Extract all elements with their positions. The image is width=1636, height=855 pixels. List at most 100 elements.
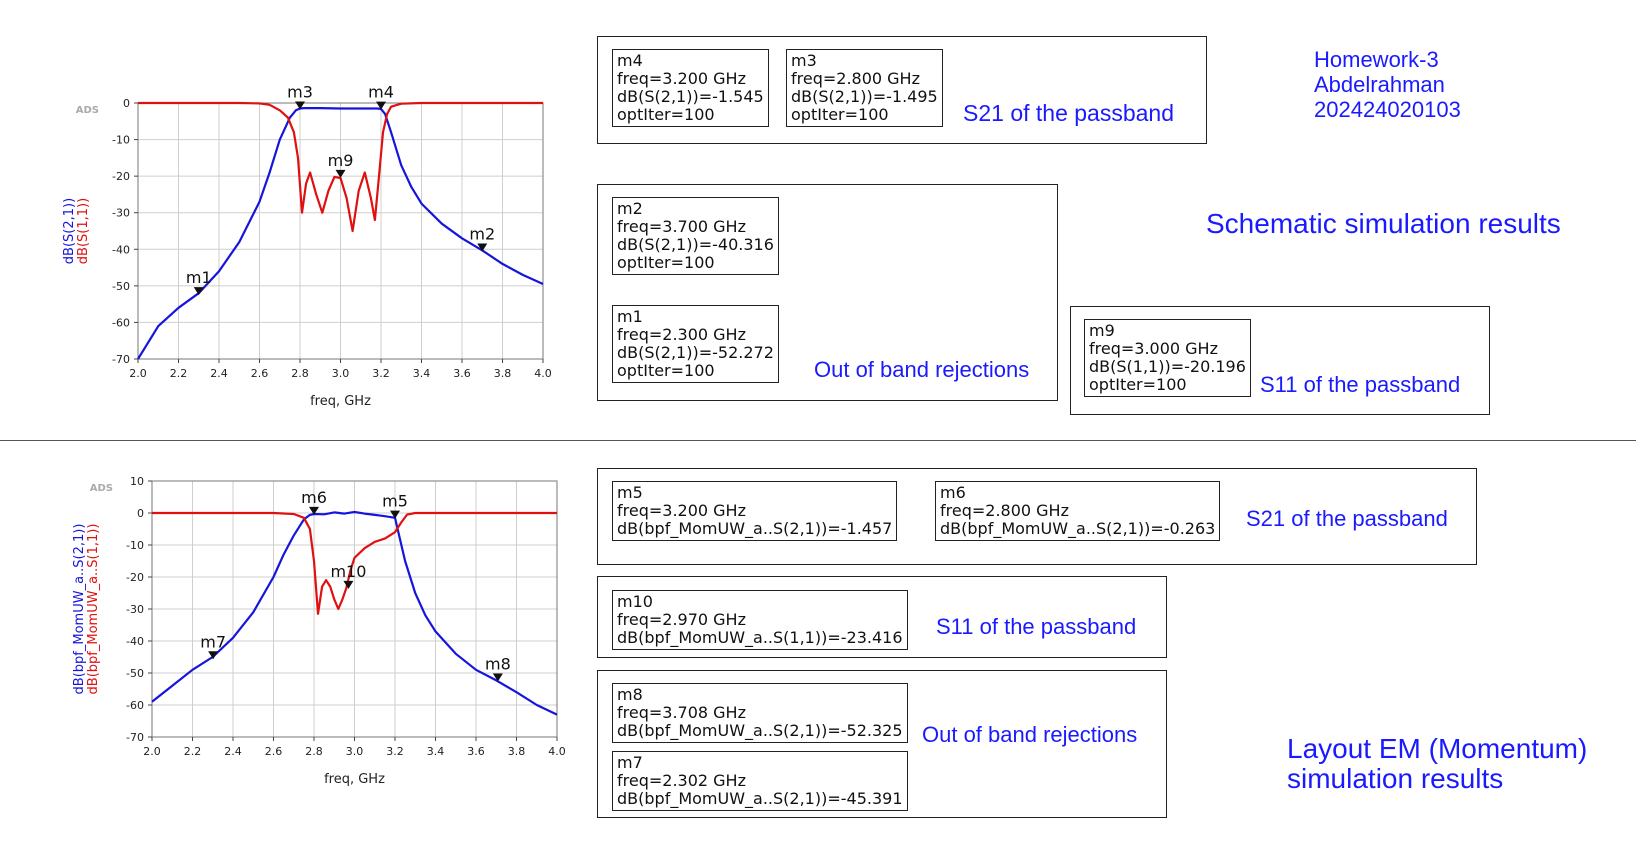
marker-label: m6 [301,488,327,507]
marker-readout-m1: m1 freq=2.300 GHz dB(S(2,1))=-52.272 opt… [612,305,779,383]
marker-readout-m8: m8 freq=3.708 GHz dB(bpf_MomUW_a..S(2,1)… [612,683,908,743]
s11-passband-note-top: S11 of the passband [1260,372,1461,397]
homework-info: Homework-3 Abdelrahman 202424020103 [1314,47,1461,122]
layout-title-line2: simulation results [1287,763,1504,794]
series-line [152,511,557,615]
readout-line: m6 [940,483,966,502]
schematic-plot: 2.0 2.2 2.4 2.6 2.8 3.0 3.2 3.4 3.6 3.8 4.0 0 -10 -20… [62,82,552,409]
readout-line: m9 [1089,321,1115,340]
readout-line: m2 [617,199,643,218]
x-tick-label: 2.4 [210,367,228,380]
y-tick-label: -10 [126,539,144,552]
series-line [138,101,543,233]
y-tick-label: 10 [130,475,144,488]
readout-line: m10 [617,592,653,611]
readout-line: dB(S(2,1))=-1.495 [791,87,938,106]
layout-title-line1: Layout EM (Momentum) [1287,733,1588,764]
x-tick-label: 3.4 [413,367,431,380]
marker-readout-m6: m6 freq=2.800 GHz dB(bpf_MomUW_a..S(2,1)… [935,481,1221,541]
readout-line: dB(bpf_MomUW_a..S(2,1))=-52.325 [617,721,903,740]
readout-line: freq=2.302 GHz [617,771,746,790]
s11-passband-note-bottom: S11 of the passband [936,614,1137,639]
readout-line: dB(bpf_MomUW_a..S(2,1))=-1.457 [617,519,893,538]
y-tick-label: -50 [112,280,130,293]
readout-line: freq=2.970 GHz [617,610,746,629]
y-tick-label: -70 [112,353,130,366]
x-tick-label: 4.0 [534,367,552,380]
readout-line: optIter=100 [617,105,715,124]
y-tick-label: -20 [126,571,144,584]
x-tick-label: 3.8 [508,745,526,758]
readout-line: freq=3.200 GHz [617,501,746,520]
marker-triangle [343,580,354,589]
x-tick-label: 2.2 [184,745,202,758]
marker-triangle [390,510,400,519]
y-tick-label: -40 [112,243,130,256]
marker-triangle [477,243,488,252]
marker-label: m9 [328,151,354,170]
x-tick-label: 3.2 [372,367,390,380]
x-tick-label: 3.6 [467,745,485,758]
x-tick-label: 2.8 [305,745,323,758]
x-tick-label: 3.0 [346,745,364,758]
s21-passband-note-bottom: S21 of the passband [1246,506,1448,531]
readout-line: m8 [617,685,643,704]
x-tick-label: 3.2 [386,745,404,758]
y-tick-label: -60 [126,699,144,712]
readout-line: freq=2.800 GHz [791,69,920,88]
y-tick-label: -30 [112,207,130,220]
readout-line: freq=2.800 GHz [940,501,1069,520]
marker-readout-m7: m7 freq=2.302 GHz dB(bpf_MomUW_a..S(2,1)… [612,751,908,811]
x-tick-label: 2.8 [291,367,309,380]
series-line [151,510,558,716]
readout-line: dB(S(2,1))=-40.316 [617,235,774,254]
y-tick-label: -40 [126,635,144,648]
marker-readout-m4: m4 freq=3.200 GHz dB(S(2,1))=-1.545 optI… [612,49,769,127]
readout-line: dB(S(2,1))=-1.545 [617,87,764,106]
readout-line: dB(S(1,1))=-20.196 [1089,357,1246,376]
momentum-plot: 2.0 2.2 2.4 2.6 2.8 3.0 3.2 3.4 3.6 3.8 4.0 10 0 -10 -… [72,475,566,787]
y-tick-label: -20 [112,170,130,183]
marker-label: m7 [200,632,226,651]
marker-triangle [492,673,503,682]
readout-line: freq=3.700 GHz [617,217,746,236]
out-of-band-note-bottom: Out of band rejections [922,722,1138,747]
readout-line: m3 [791,51,817,70]
readout-line: freq=3.200 GHz [617,69,746,88]
x-tick-label: 4.0 [548,745,566,758]
marker-label: m5 [382,492,408,511]
section-divider [0,440,1636,441]
y-tick-label: -50 [126,667,144,680]
marker-label: m3 [287,82,313,101]
marker-label: m2 [469,224,495,243]
series-line [137,106,544,360]
x-tick-label: 3.6 [453,367,471,380]
marker-readout-m5: m5 freq=3.200 GHz dB(bpf_MomUW_a..S(2,1)… [612,481,898,541]
x-tick-label: 2.4 [224,745,242,758]
readout-line: optIter=100 [617,253,715,272]
marker-triangle [335,169,346,178]
marker-triangle [193,287,204,296]
y-axis-label: dB(S(2,1)) [62,198,77,264]
readout-line: dB(bpf_MomUW_a..S(1,1))=-23.416 [617,628,903,647]
y-tick-label: -70 [126,731,144,744]
readout-line: dB(S(2,1))=-52.272 [617,343,774,362]
y-tick-label: 0 [123,97,130,110]
ads-tag: ADS [90,483,113,494]
ads-tag: ADS [76,105,99,116]
readout-line: optIter=100 [791,105,889,124]
y-axis-label: dB(bpf_MomUW_a..S(1,1)) [86,524,101,695]
readout-line: dB(bpf_MomUW_a..S(2,1))=-45.391 [617,789,903,808]
x-axis-label: freq, GHz [324,772,385,787]
y-tick-label: 0 [137,507,144,520]
x-axis-label: freq, GHz [310,394,371,409]
marker-readout-m2: m2 freq=3.700 GHz dB(S(2,1))=-40.316 opt… [612,197,779,275]
marker-label: m10 [330,562,366,581]
readout-line: m7 [617,753,643,772]
x-tick-label: 2.6 [265,745,283,758]
layout-title: Layout EM (Momentum) simulation results [1287,734,1587,794]
readout-line: m1 [617,307,643,326]
readout-line: m5 [617,483,643,502]
x-tick-label: 3.4 [427,745,445,758]
marker-readout-m3: m3 freq=2.800 GHz dB(S(2,1))=-1.495 optI… [786,49,943,127]
